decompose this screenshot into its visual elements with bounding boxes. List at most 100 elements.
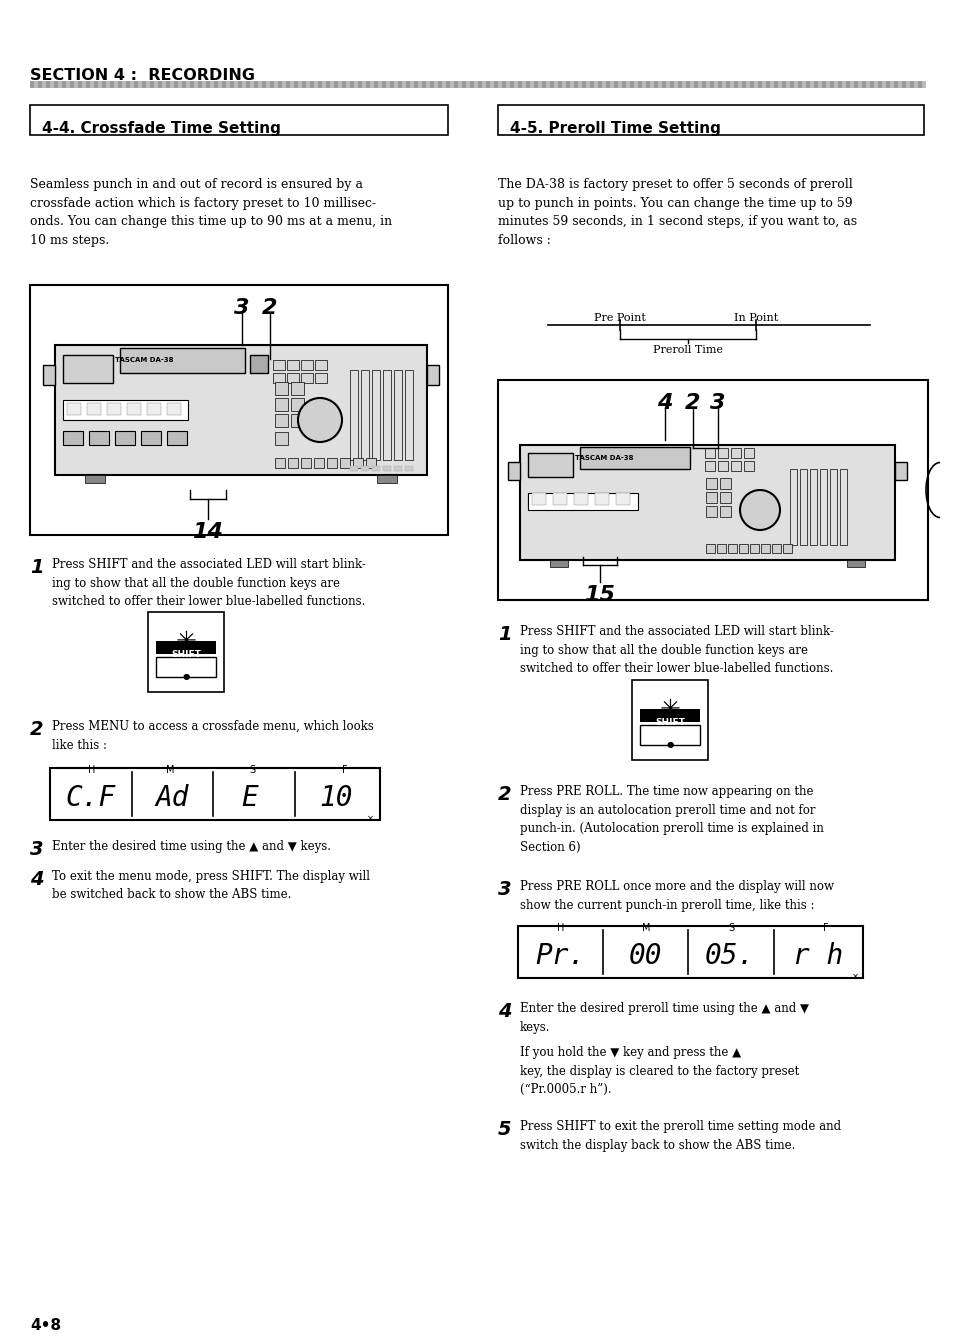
Bar xyxy=(574,80,578,89)
Bar xyxy=(761,80,765,89)
Bar xyxy=(558,80,561,89)
Bar xyxy=(287,373,298,384)
Bar xyxy=(727,544,737,552)
Text: 2: 2 xyxy=(30,720,44,739)
Bar xyxy=(569,80,574,89)
Bar xyxy=(825,80,829,89)
Bar xyxy=(554,80,558,89)
Bar xyxy=(619,495,637,507)
Bar xyxy=(551,495,567,507)
Bar xyxy=(585,80,589,89)
Bar xyxy=(288,459,297,468)
Bar xyxy=(390,80,394,89)
Bar xyxy=(330,80,334,89)
Bar xyxy=(894,463,906,480)
Bar xyxy=(685,80,689,89)
Text: 5: 5 xyxy=(497,1120,511,1139)
Bar xyxy=(317,80,322,89)
Bar xyxy=(377,80,381,89)
Bar xyxy=(138,80,142,89)
Bar xyxy=(527,495,544,507)
Text: Press SHIFT to exit the preroll time setting mode and
switch the display back to: Press SHIFT to exit the preroll time set… xyxy=(519,1120,841,1152)
Bar xyxy=(102,80,106,89)
Bar xyxy=(758,80,761,89)
Bar xyxy=(497,80,501,89)
Text: TASCAM DA-38: TASCAM DA-38 xyxy=(575,455,633,461)
Bar xyxy=(148,611,224,692)
Bar xyxy=(370,80,374,89)
Bar xyxy=(287,359,298,370)
Text: 4-5. Preroll Time Setting: 4-5. Preroll Time Setting xyxy=(510,121,720,135)
Bar xyxy=(574,495,590,507)
Bar xyxy=(50,768,379,819)
Text: F: F xyxy=(342,764,348,775)
Bar xyxy=(106,80,110,89)
Bar xyxy=(505,80,510,89)
Bar xyxy=(553,493,566,506)
Bar xyxy=(291,414,304,426)
Bar xyxy=(237,80,242,89)
Bar xyxy=(474,80,477,89)
Bar xyxy=(517,927,862,978)
Bar xyxy=(534,80,537,89)
Bar xyxy=(142,80,146,89)
Bar xyxy=(527,453,573,477)
Bar xyxy=(153,80,158,89)
Bar xyxy=(589,80,594,89)
Bar xyxy=(649,80,654,89)
Bar xyxy=(301,359,313,370)
Bar xyxy=(156,641,215,654)
Bar xyxy=(621,80,625,89)
Bar xyxy=(178,80,182,89)
Text: 00: 00 xyxy=(628,941,661,970)
Text: S: S xyxy=(249,764,254,775)
Bar xyxy=(158,80,162,89)
Bar xyxy=(693,80,698,89)
Bar xyxy=(631,680,707,760)
Text: Press MENU to access a crossfade menu, which looks
like this :: Press MENU to access a crossfade menu, w… xyxy=(52,720,374,751)
Bar xyxy=(334,80,337,89)
Bar xyxy=(110,80,113,89)
Bar xyxy=(793,80,797,89)
Text: 4: 4 xyxy=(497,1002,511,1021)
Bar xyxy=(485,80,490,89)
Bar xyxy=(297,80,302,89)
Bar xyxy=(446,80,450,89)
Bar xyxy=(167,430,187,445)
Bar xyxy=(921,80,925,89)
Bar xyxy=(246,80,250,89)
Bar xyxy=(226,80,230,89)
Bar xyxy=(381,80,386,89)
Bar xyxy=(550,561,567,567)
Bar xyxy=(730,448,740,459)
Bar xyxy=(461,80,465,89)
Bar xyxy=(813,80,817,89)
Bar xyxy=(86,80,90,89)
Bar xyxy=(654,80,658,89)
Bar xyxy=(273,373,285,384)
Bar xyxy=(704,448,714,459)
Bar xyxy=(70,80,74,89)
Bar xyxy=(250,355,268,373)
Text: 05.: 05. xyxy=(704,941,755,970)
Bar xyxy=(658,80,661,89)
Bar xyxy=(800,469,806,544)
Bar xyxy=(517,80,521,89)
Text: 3: 3 xyxy=(30,839,44,860)
Bar xyxy=(741,80,745,89)
Bar xyxy=(326,80,330,89)
Bar xyxy=(785,80,789,89)
Bar xyxy=(30,105,448,135)
Text: M: M xyxy=(641,923,650,933)
Text: ✳: ✳ xyxy=(175,630,196,654)
Bar xyxy=(705,80,709,89)
Bar xyxy=(720,492,730,503)
Bar xyxy=(253,80,257,89)
Bar xyxy=(146,80,150,89)
Bar xyxy=(789,80,793,89)
Bar xyxy=(805,80,809,89)
Text: Press SHIFT and the associated LED will start blink-
ing to show that all the do: Press SHIFT and the associated LED will … xyxy=(52,558,366,607)
Bar xyxy=(353,459,363,468)
Bar xyxy=(454,80,457,89)
Bar xyxy=(510,80,514,89)
